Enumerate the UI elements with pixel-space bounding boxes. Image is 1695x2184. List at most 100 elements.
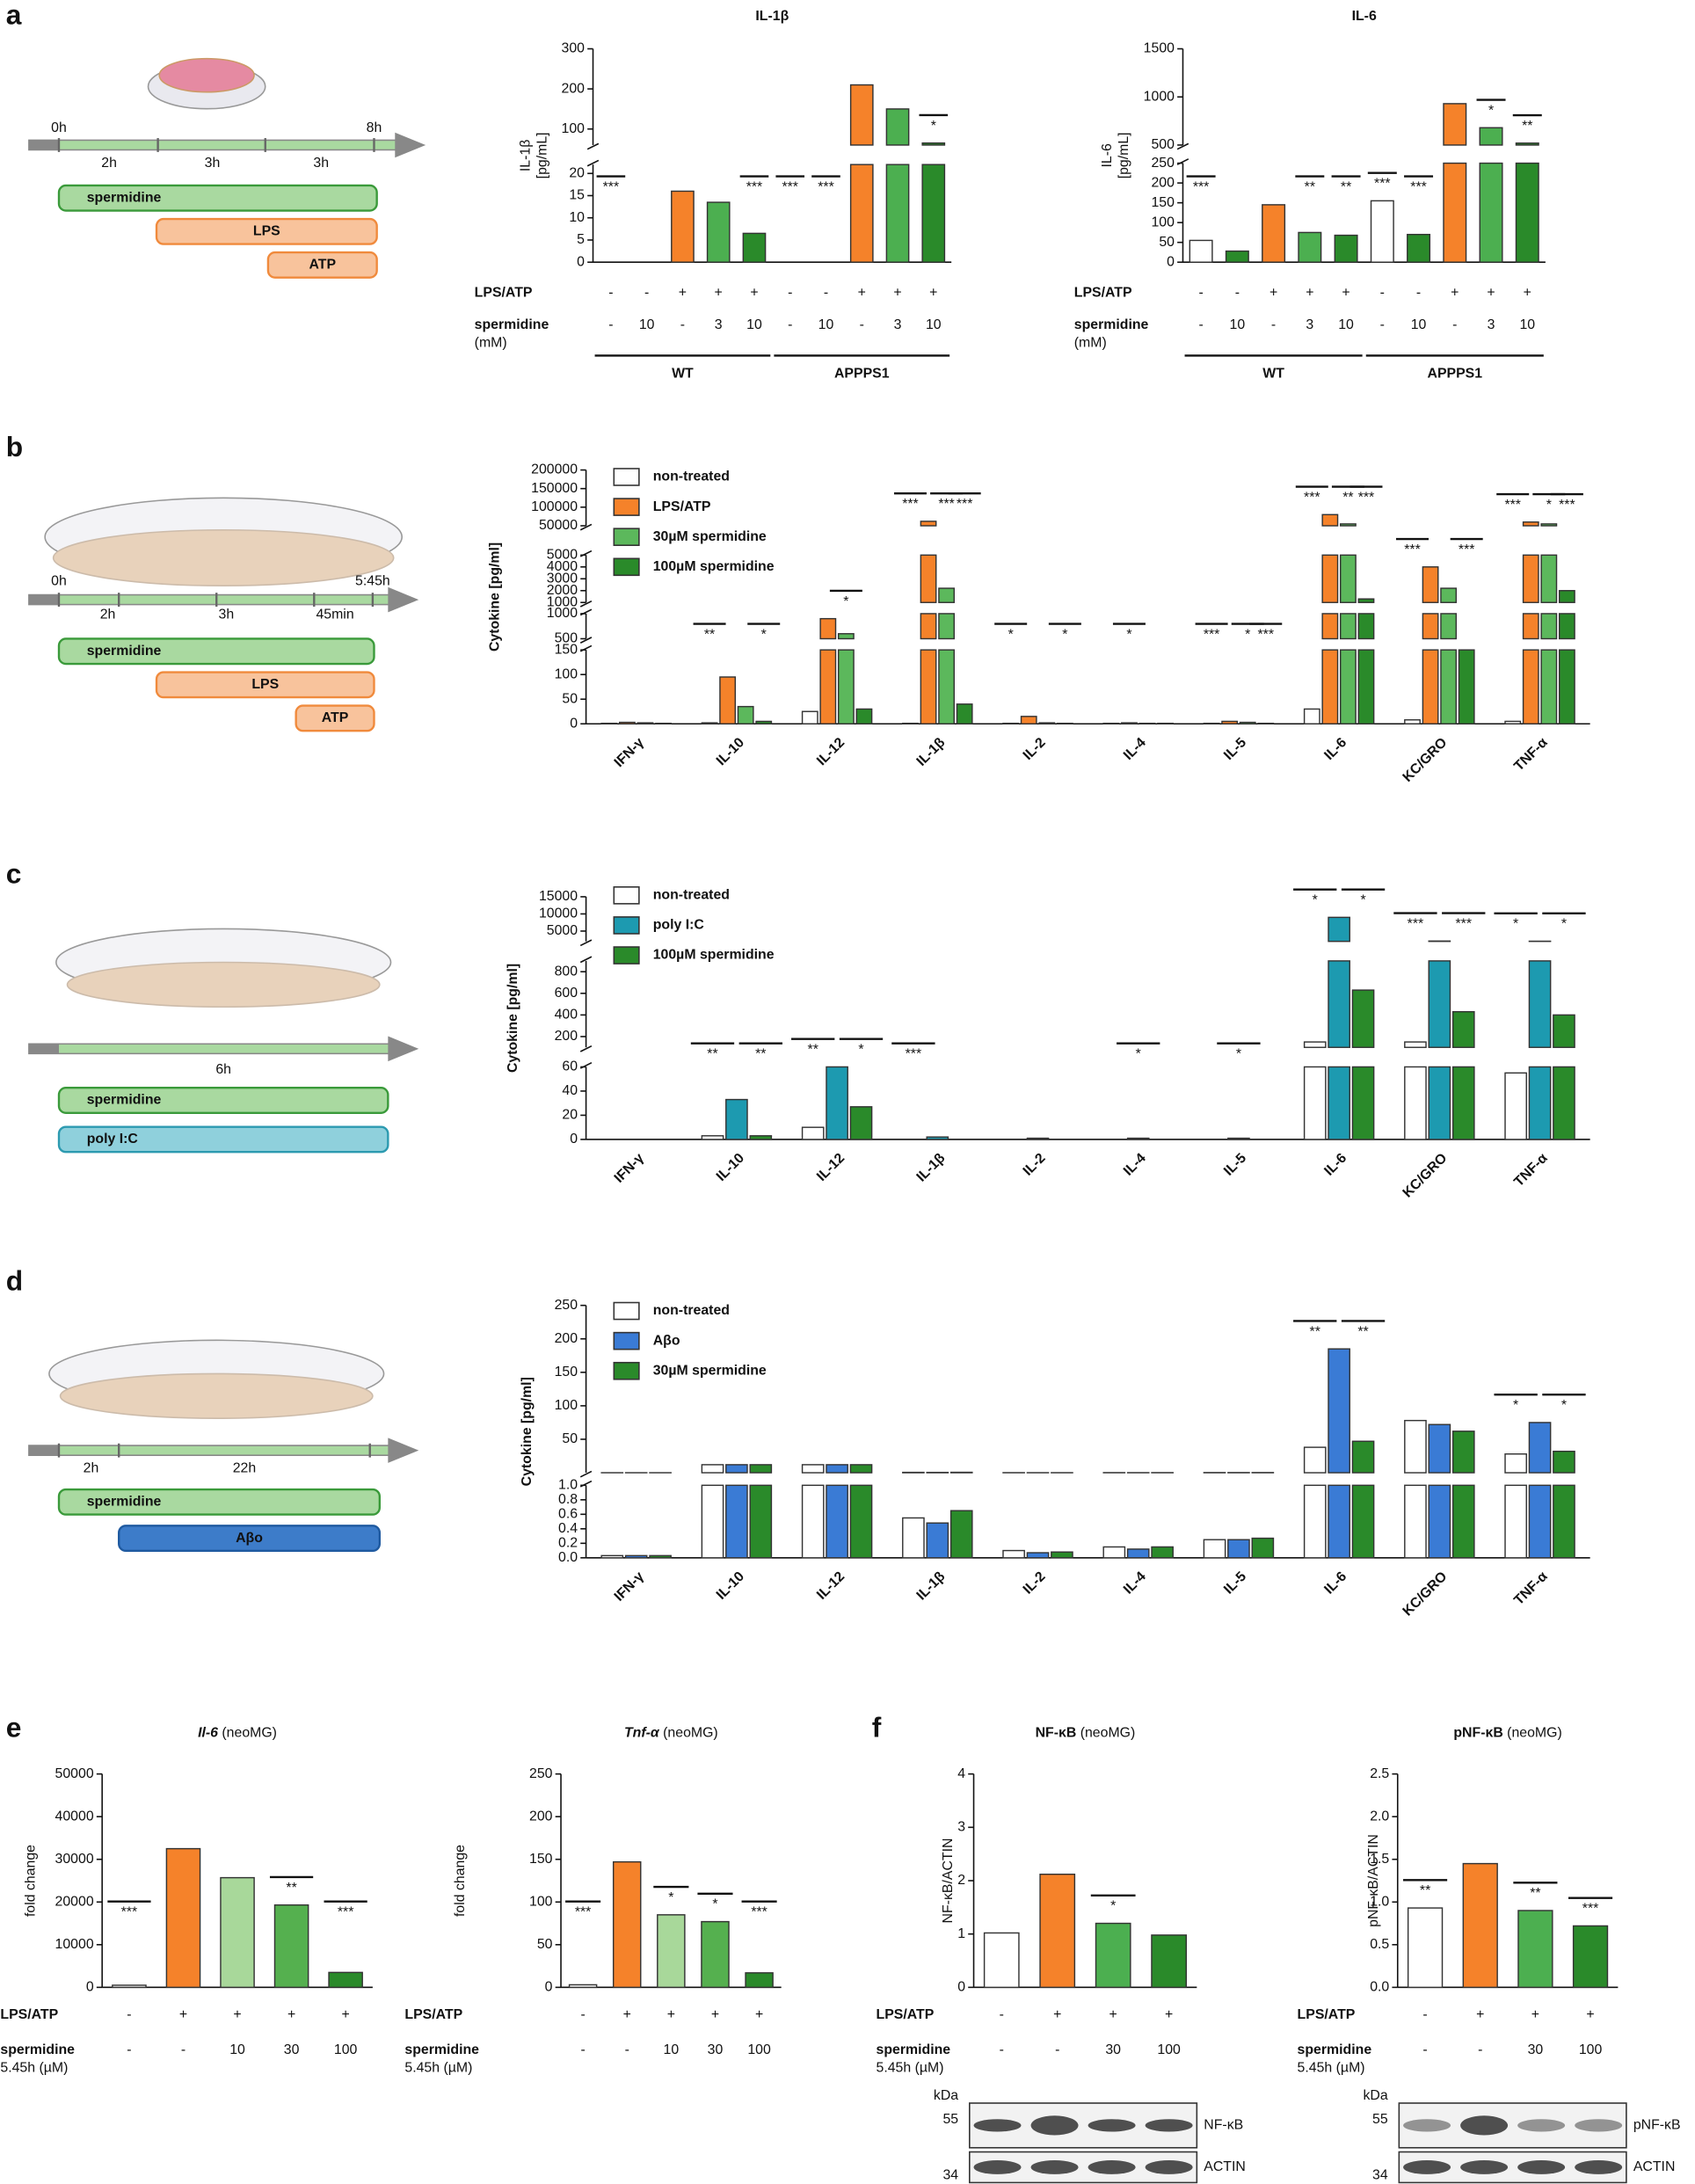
row-cell: + — [667, 2007, 675, 2022]
dishes — [44, 57, 404, 1419]
row-cell: - — [1271, 317, 1276, 332]
blot-band — [973, 2119, 1022, 2132]
significance-label: ** — [1342, 490, 1353, 505]
bar — [1404, 1066, 1427, 1140]
bar — [1328, 1484, 1350, 1559]
y-tick-label: 100 — [555, 1398, 578, 1413]
x-tick-label: KC/GRO — [1400, 1569, 1451, 1620]
y-tick-label: 200 — [1151, 175, 1175, 190]
blot-marker: 34 — [1372, 2168, 1388, 2183]
axis-break — [579, 956, 593, 964]
bar — [657, 1914, 686, 1989]
y-tick-label: 400 — [555, 1008, 578, 1023]
bar — [725, 1098, 748, 1140]
y-tick-label: 2.0 — [1370, 1809, 1389, 1824]
significance-label: * — [1313, 893, 1318, 908]
axis-break — [579, 1470, 593, 1478]
bar — [742, 232, 767, 263]
row-cell: - — [1452, 317, 1457, 332]
bar — [1239, 721, 1256, 724]
row-cell: 10 — [1411, 317, 1427, 332]
y-axis-label-line: IL-1β — [519, 140, 534, 171]
bar — [837, 649, 855, 724]
row-label: spermidine — [1298, 2042, 1372, 2057]
significance-label: * — [668, 1890, 673, 1905]
bar — [920, 613, 937, 640]
treatment-label: spermidine — [87, 1495, 162, 1510]
bar — [1522, 521, 1539, 527]
blot-band — [1030, 2160, 1079, 2174]
significance-label: * — [1488, 103, 1494, 118]
significance-label: *** — [1358, 490, 1375, 505]
bar — [701, 1464, 724, 1474]
chart-title: NF-κB (neoMG) — [1036, 1726, 1136, 1741]
bar — [1404, 1041, 1427, 1048]
interval-label: 45min — [316, 608, 353, 622]
x-tick-label: IL-10 — [714, 735, 747, 768]
bar — [1262, 204, 1286, 263]
bar — [637, 722, 654, 724]
row-cell: 30 — [1528, 2042, 1544, 2057]
y-tick-label: 10000 — [539, 906, 578, 921]
bar — [826, 1484, 848, 1559]
legend-label: Aβo — [653, 1333, 680, 1348]
significance-label: *** — [782, 179, 798, 194]
blot-band — [1088, 2160, 1136, 2174]
row-label: spermidine — [404, 2042, 479, 2057]
significance-label: * — [843, 594, 848, 609]
bar — [328, 1971, 363, 1989]
y-tick-label: 100 — [1151, 215, 1175, 229]
y-tick-label: 30000 — [55, 1852, 94, 1867]
bar — [1528, 960, 1552, 1048]
bar — [1298, 231, 1322, 263]
row-cell: + — [711, 2007, 719, 2022]
bar — [849, 1464, 873, 1474]
bar — [826, 1464, 848, 1474]
treatment-bar — [57, 1488, 382, 1516]
bar — [801, 710, 818, 724]
legend-swatch — [613, 1361, 640, 1380]
axis-break — [579, 644, 593, 652]
bar — [938, 613, 955, 640]
blot-band — [1460, 2115, 1509, 2136]
row-cell: - — [127, 2042, 131, 2057]
bar — [1528, 1066, 1552, 1140]
y-tick-label: 0 — [577, 254, 585, 269]
x-tick-label: IL-1β — [914, 735, 949, 769]
significance-label: * — [931, 119, 936, 134]
bar — [1404, 1419, 1427, 1474]
bar — [1321, 513, 1339, 527]
row-sublabel: (mM) — [1074, 335, 1107, 350]
bar — [849, 1484, 873, 1559]
y-tick-label: 15000 — [539, 889, 578, 904]
group-label: WT — [672, 366, 694, 381]
row-cell: + — [1165, 2007, 1173, 2022]
y-tick-label: 2 — [957, 1873, 965, 1888]
bar — [1321, 649, 1339, 724]
interval-label: 2h — [100, 608, 116, 622]
treatment-label: Aβo — [236, 1531, 263, 1546]
interval-label: 22h — [233, 1460, 256, 1475]
bar — [1303, 1066, 1327, 1140]
significance-label: *** — [906, 1047, 922, 1062]
significance-label: *** — [1204, 627, 1220, 642]
legend-label: LPS/ATP — [653, 499, 711, 514]
bar — [1357, 613, 1375, 640]
bar — [1321, 554, 1339, 603]
y-tick-label: 250 — [555, 1298, 578, 1313]
y-tick-label: 250 — [1151, 156, 1175, 171]
timeline-band — [59, 1445, 391, 1455]
bar — [1357, 598, 1375, 603]
significance-label: * — [1062, 627, 1067, 642]
bar — [1151, 1934, 1188, 1989]
bar — [801, 1464, 825, 1474]
row-cell: + — [1586, 2007, 1594, 2022]
legend-swatch — [613, 528, 640, 546]
row-cell: - — [788, 285, 792, 300]
bar — [885, 108, 910, 146]
bar — [1522, 613, 1539, 640]
bar — [1328, 916, 1350, 943]
bar — [1407, 233, 1431, 263]
bar — [1504, 1453, 1527, 1474]
y-tick-label: 4000 — [547, 559, 578, 574]
